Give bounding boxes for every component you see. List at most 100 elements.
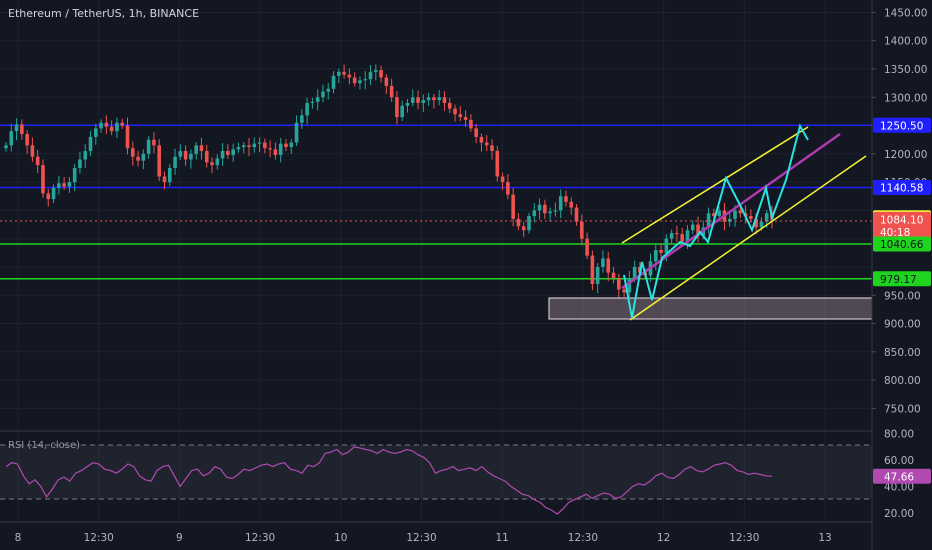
- candle-body: [183, 151, 188, 160]
- candle-body: [421, 100, 426, 103]
- candle-body: [632, 266, 637, 279]
- rsi-tick-label: 80.00: [884, 429, 914, 441]
- candle-body: [115, 122, 119, 132]
- time-tick-label: 12:30: [568, 532, 598, 544]
- time-tick-label: 9: [176, 532, 183, 544]
- channel-upper-line[interactable]: [621, 126, 809, 244]
- candle-body: [99, 122, 103, 129]
- channel-lower-line[interactable]: [629, 155, 867, 321]
- price-tag-label: 1250.50: [880, 120, 923, 132]
- candle-body: [675, 233, 679, 235]
- candle-body: [754, 218, 758, 228]
- candle-body: [109, 126, 114, 132]
- candle-body: [35, 156, 40, 166]
- price-tick-label: 850.00: [884, 347, 921, 359]
- candle-body: [727, 218, 732, 222]
- rsi-band: [0, 445, 872, 499]
- candle-body: [706, 213, 711, 228]
- time-tick-label: 12:30: [84, 532, 114, 544]
- candle-body: [659, 250, 663, 253]
- demand-zone-box[interactable]: [548, 297, 873, 320]
- candle-body: [521, 226, 526, 231]
- candle-body: [130, 148, 135, 157]
- candle-body: [231, 149, 235, 155]
- rsi-tick-label: 20.00: [884, 508, 914, 520]
- candle-body: [173, 156, 177, 168]
- candle-body: [749, 216, 753, 219]
- candle-body: [167, 167, 172, 183]
- candle-body: [162, 176, 167, 183]
- candle-body: [669, 233, 674, 239]
- candle-body: [373, 70, 378, 72]
- time-tick-label: 10: [334, 532, 347, 544]
- candle-body: [543, 204, 547, 214]
- chart-title: Ethereum / TetherUS, 1h, BINANCE: [8, 7, 199, 20]
- candle-body: [146, 139, 151, 154]
- candle-body: [136, 156, 140, 161]
- price-tag-label: 1040.66: [880, 239, 924, 251]
- price-tag: 40:18: [873, 224, 931, 240]
- candle-body: [733, 210, 737, 219]
- candle-body: [236, 147, 241, 150]
- candle-body: [511, 194, 515, 219]
- candle-body: [368, 71, 373, 80]
- candle-body: [696, 224, 700, 236]
- candle-body: [157, 145, 161, 177]
- price-tick-label: 800.00: [884, 375, 921, 387]
- candle-body: [257, 142, 262, 144]
- candle-body: [210, 162, 214, 166]
- candle-body: [363, 79, 368, 81]
- candle-body: [574, 207, 579, 222]
- candle-body: [585, 238, 589, 256]
- projection-path[interactable]: [623, 123, 809, 319]
- rsi-line: [5, 446, 773, 515]
- candle-body: [474, 128, 478, 137]
- price-tags: 1250.501140.581087.011084.1040:181040.66…: [873, 117, 931, 287]
- candle-body: [395, 97, 399, 118]
- candle-body: [405, 102, 410, 106]
- candle-body: [284, 143, 288, 148]
- rsi-axis[interactable]: 80.00 60.00 40.00 20.00: [884, 429, 914, 520]
- candle-body: [88, 136, 93, 152]
- candle-body: [252, 143, 257, 148]
- candle-body: [606, 258, 611, 273]
- candle-body: [484, 142, 489, 146]
- time-axis[interactable]: 8 12:30 9 12:30 10 12:30 11 12:30 12 12:30 13: [15, 532, 832, 544]
- candle-body: [204, 151, 209, 163]
- candle-body: [9, 131, 14, 146]
- candle-body: [268, 148, 272, 150]
- candle-body: [220, 151, 225, 159]
- price-tag: 1140.58: [873, 179, 931, 195]
- candle-body: [685, 230, 690, 242]
- candle-body: [463, 117, 468, 120]
- candle-body: [490, 145, 494, 152]
- price-tag: 979.17: [873, 271, 931, 287]
- candle-body: [189, 153, 193, 160]
- candle-body: [495, 151, 500, 177]
- candle-body: [617, 278, 621, 290]
- candle-body: [447, 102, 452, 109]
- time-tick-label: 12:30: [729, 532, 759, 544]
- candle-body: [379, 70, 383, 78]
- candle-body: [537, 204, 542, 211]
- candle-body: [759, 221, 764, 228]
- rsi-current-label: 47.66: [884, 471, 914, 483]
- candle-body: [432, 97, 436, 101]
- candle-body: [315, 97, 320, 102]
- candle-body: [410, 97, 415, 103]
- trend-line[interactable]: [621, 132, 841, 290]
- candle-body: [305, 102, 309, 116]
- rsi-pane[interactable]: RSI (14, close): [0, 440, 872, 515]
- candle-body: [564, 196, 568, 202]
- candle-body: [4, 145, 8, 149]
- candle-body: [664, 238, 669, 253]
- horizontal-levels[interactable]: [0, 124, 872, 280]
- candle-body: [199, 145, 204, 152]
- candle-body: [426, 97, 431, 101]
- candle-body: [278, 143, 283, 155]
- projection-zigzag[interactable]: [623, 123, 809, 319]
- ascending-channel[interactable]: [621, 126, 867, 321]
- price-tick-label: 950.00: [884, 290, 921, 302]
- candle-body: [532, 210, 537, 217]
